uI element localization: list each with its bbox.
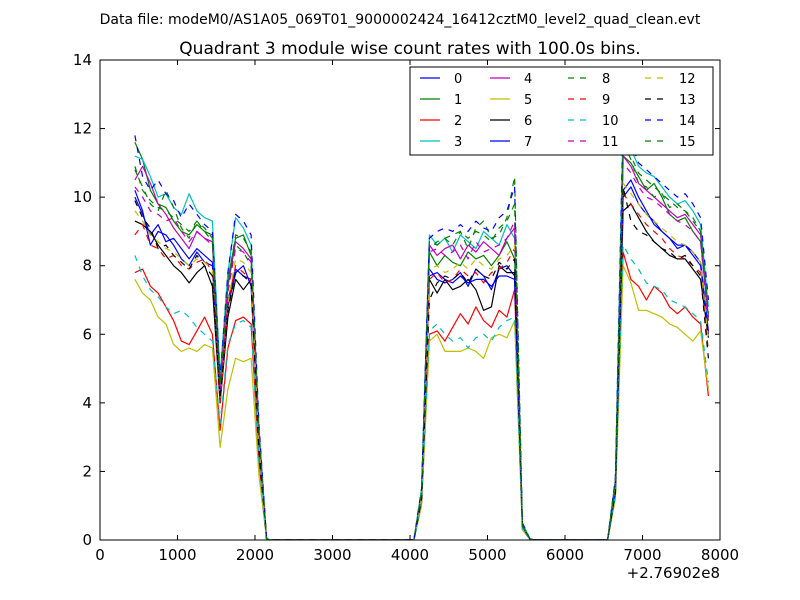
legend-label-2: 2	[454, 114, 462, 129]
chart-title: Quadrant 3 module wise count rates with …	[179, 39, 640, 59]
x-axis: 0 1000 2000 3000 4000 5000 6000 7000 8000	[95, 60, 739, 564]
y-tick-label: 6	[82, 325, 92, 343]
x-tick-label: 4000	[391, 546, 429, 564]
series-line-15	[134, 148, 709, 540]
y-tick-label: 0	[82, 531, 92, 549]
legend-label-5: 5	[524, 93, 532, 108]
legend-label-14: 14	[679, 114, 696, 129]
series-line-13	[134, 186, 709, 540]
series-layer	[134, 117, 709, 540]
legend-label-8: 8	[602, 72, 610, 87]
legend-label-9: 9	[602, 93, 610, 108]
x-tick-label: 0	[95, 546, 105, 564]
legend-label-12: 12	[679, 72, 696, 87]
y-tick-label: 10	[73, 188, 92, 206]
legend-label-7: 7	[524, 135, 532, 150]
x-tick-label: 7000	[623, 546, 661, 564]
y-tick-label: 4	[82, 394, 92, 412]
legend-label-11: 11	[602, 135, 619, 150]
x-tick-label: 5000	[468, 546, 506, 564]
x-tick-label: 8000	[701, 546, 739, 564]
legend-label-10: 10	[602, 114, 619, 129]
series-line-10	[134, 244, 709, 540]
legend-label-15: 15	[679, 135, 696, 150]
y-tick-label: 14	[73, 51, 92, 69]
series-line-14	[134, 117, 709, 540]
x-tick-label: 1000	[158, 546, 196, 564]
x-offset-label: +2.76902e8	[627, 564, 720, 582]
y-tick-label: 2	[82, 462, 92, 480]
legend-label-13: 13	[679, 93, 696, 108]
legend-label-6: 6	[524, 114, 532, 129]
x-tick-label: 3000	[313, 546, 351, 564]
series-line-9	[134, 193, 709, 540]
x-tick-label: 2000	[236, 546, 274, 564]
legend-label-4: 4	[524, 72, 532, 87]
legend-label-1: 1	[454, 93, 462, 108]
y-tick-label: 12	[73, 120, 92, 138]
legend-box	[409, 66, 714, 156]
figure-suptitle: Data file: modeM0/AS1A05_069T01_90000024…	[100, 12, 701, 28]
y-tick-label: 8	[82, 257, 92, 275]
legend-label-3: 3	[454, 135, 462, 150]
x-tick-label: 6000	[546, 546, 584, 564]
legend-label-0: 0	[454, 72, 462, 87]
